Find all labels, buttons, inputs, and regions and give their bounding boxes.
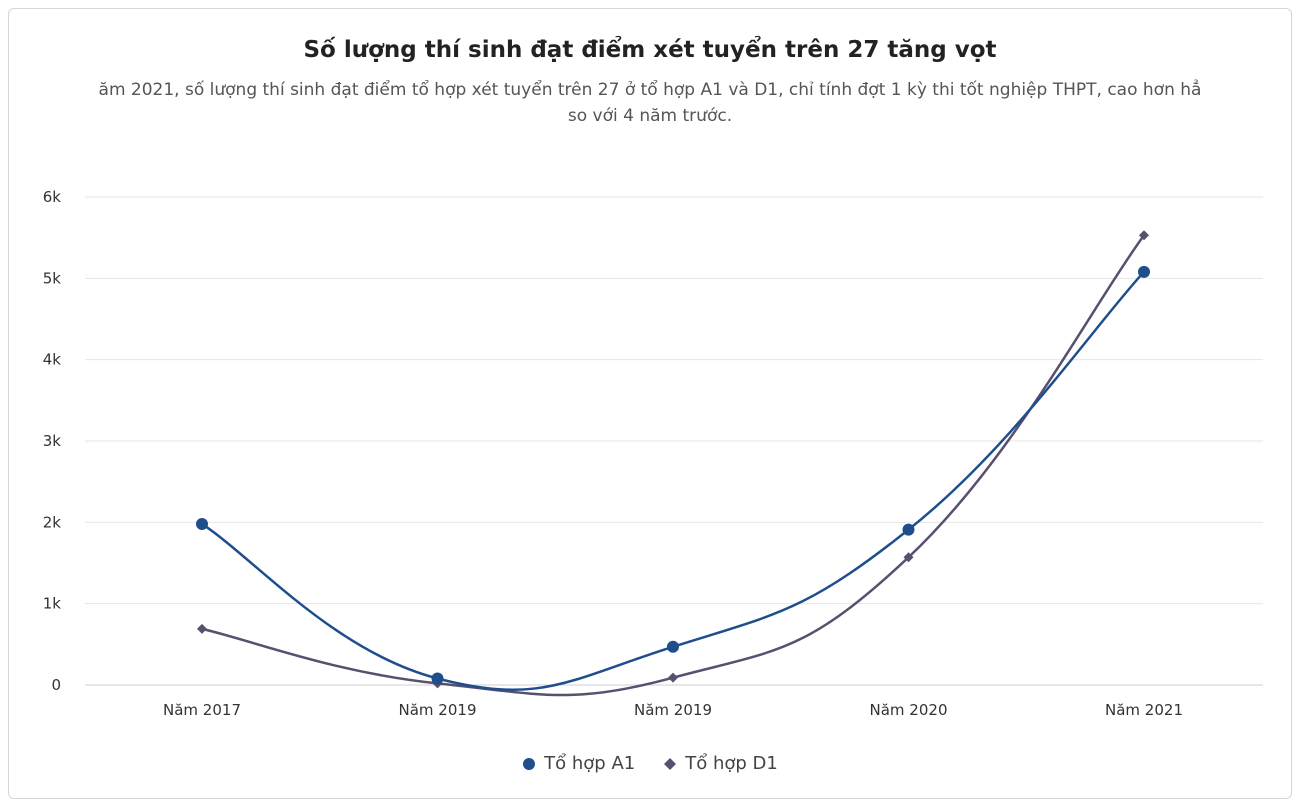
chart-legend: Tổ hợp A1 Tổ hợp D1 [9, 753, 1291, 774]
data-point-a1 [902, 523, 915, 536]
series-line-a1 [201, 270, 1145, 691]
legend-item-d1[interactable]: Tổ hợp D1 [663, 753, 778, 774]
x-tick-label: Năm 2021 [1105, 701, 1183, 719]
chart-subtitle: ăm 2021, số lượng thí sinh đạt điểm tổ h… [9, 77, 1291, 129]
chart-subtitle-line-2: so với 4 năm trước. [567, 106, 733, 126]
legend-item-a1[interactable]: Tổ hợp A1 [522, 753, 635, 774]
y-tick-label: 0 [51, 676, 61, 694]
x-tick-label: Năm 2017 [163, 701, 241, 719]
chart-title: Số lượng thí sinh đạt điểm xét tuyển trê… [303, 37, 997, 63]
x-tick-label: Năm 2019 [634, 701, 712, 719]
y-tick-label: 5k [43, 269, 62, 287]
y-tick-label: 4k [43, 351, 62, 369]
circle-marker-icon [523, 757, 536, 770]
data-point-a1 [1138, 265, 1150, 278]
data-point-d1 [668, 672, 678, 683]
x-tick-label: Năm 2019 [399, 701, 477, 719]
x-tick-label: Năm 2020 [870, 701, 948, 719]
chart-subtitle-line-1: ăm 2021, số lượng thí sinh đạt điểm tổ h… [98, 80, 1202, 100]
data-point-a1 [431, 672, 444, 685]
data-point-d1 [1139, 230, 1149, 241]
y-tick-label: 1k [43, 595, 62, 613]
diamond-marker-icon [664, 757, 677, 770]
legend-label-d1: Tổ hợp D1 [685, 753, 778, 774]
series-line-d1 [201, 234, 1146, 697]
data-point-d1 [197, 623, 207, 634]
chart-card: Số lượng thí sinh đạt điểm xét tuyển trê… [8, 8, 1292, 799]
data-point-a1 [196, 517, 208, 530]
y-tick-label: 6k [43, 188, 62, 206]
y-tick-label: 3k [43, 432, 62, 450]
line-chart: 0 1k 2k 3k 4k 5k 6k Năm 2017 Năm 2019 Năm 2019 Năm… [43, 188, 1263, 719]
y-tick-label: 2k [43, 513, 62, 531]
legend-label-a1: Tổ hợp A1 [544, 753, 636, 774]
data-point-a1 [667, 640, 679, 653]
data-point-d1 [903, 552, 914, 563]
